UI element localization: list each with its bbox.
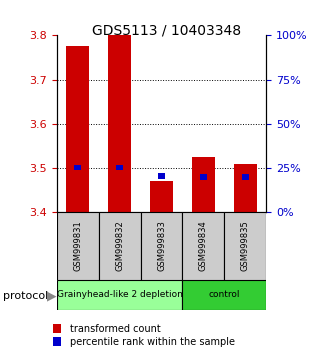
Bar: [57, 280, 182, 310]
Bar: [234, 164, 257, 212]
Text: transformed count: transformed count: [70, 324, 161, 333]
Text: GSM999834: GSM999834: [199, 221, 208, 272]
Text: GSM999833: GSM999833: [157, 221, 166, 272]
Text: Grainyhead-like 2 depletion: Grainyhead-like 2 depletion: [57, 290, 182, 299]
Bar: [116, 165, 123, 170]
Bar: [74, 165, 81, 170]
Bar: [66, 46, 89, 212]
Text: GSM999831: GSM999831: [73, 221, 82, 272]
Bar: [182, 280, 266, 310]
Text: percentile rank within the sample: percentile rank within the sample: [70, 337, 235, 347]
Text: GSM999835: GSM999835: [241, 221, 250, 272]
Bar: [158, 173, 165, 179]
Text: control: control: [209, 290, 240, 299]
Bar: [57, 212, 99, 280]
Bar: [192, 157, 215, 212]
Bar: [242, 174, 249, 179]
Text: GDS5113 / 10403348: GDS5113 / 10403348: [92, 23, 241, 37]
Text: protocol: protocol: [3, 291, 49, 301]
Bar: [182, 212, 224, 280]
Bar: [141, 212, 182, 280]
Text: GSM999832: GSM999832: [115, 221, 124, 272]
Bar: [150, 181, 173, 212]
Bar: [108, 35, 131, 212]
Bar: [99, 212, 141, 280]
Text: ▶: ▶: [47, 290, 56, 303]
Bar: [200, 174, 207, 179]
Bar: [224, 212, 266, 280]
